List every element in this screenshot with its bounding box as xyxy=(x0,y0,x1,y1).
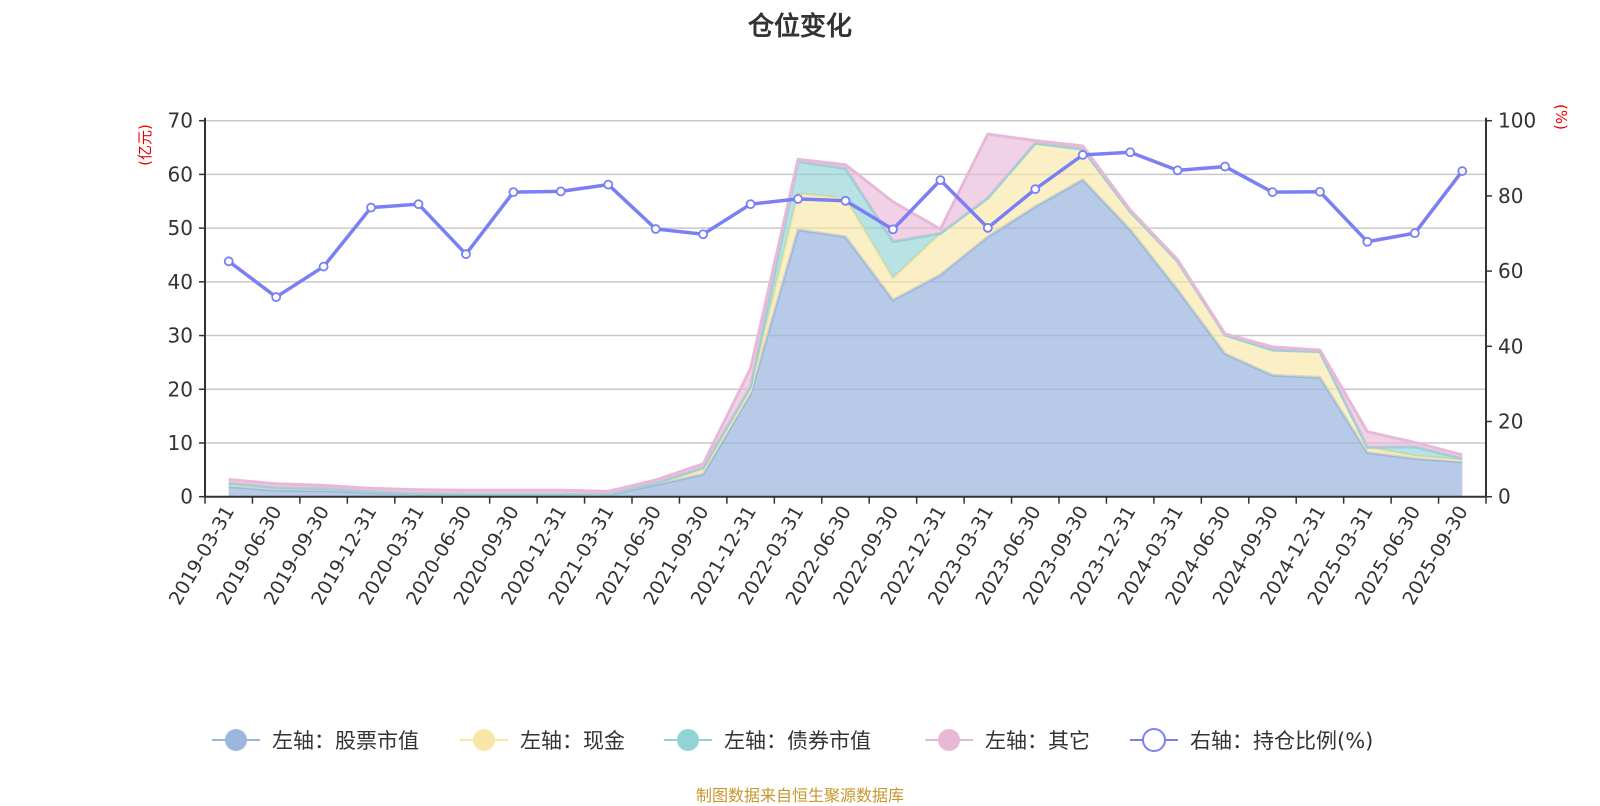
line-point[interactable] xyxy=(650,224,661,234)
line-point[interactable] xyxy=(461,249,471,260)
right-tick-label: 40 xyxy=(1498,334,1523,358)
legend-label: 左轴：现金 xyxy=(520,729,625,753)
legend-label: 左轴：债券市值 xyxy=(724,729,871,753)
line-point[interactable] xyxy=(1125,147,1136,158)
line-point[interactable] xyxy=(223,256,234,267)
line-point[interactable] xyxy=(318,261,329,272)
line-point[interactable] xyxy=(840,195,851,206)
line-point[interactable] xyxy=(603,179,614,190)
left-tick-label: 20 xyxy=(168,377,193,401)
legend-marker-icon xyxy=(938,729,960,751)
left-tick-label: 30 xyxy=(168,324,193,348)
chart-title: 仓位变化 xyxy=(747,11,852,41)
legend-label: 右轴：持仓比例(%) xyxy=(1190,729,1373,753)
legend-label: 左轴：其它 xyxy=(985,729,1090,753)
left-axis-label: (亿元) xyxy=(136,124,154,166)
line-point[interactable] xyxy=(698,229,709,240)
right-tick-label: 0 xyxy=(1498,485,1511,509)
left-tick-label: 60 xyxy=(168,162,193,186)
line-point[interactable] xyxy=(1362,236,1373,247)
area-series-3-edge xyxy=(228,132,1463,493)
line-point[interactable] xyxy=(1077,150,1088,160)
line-point[interactable] xyxy=(366,202,376,213)
legend-item-4[interactable]: 右轴：持仓比例(%) xyxy=(1130,728,1373,753)
line-point[interactable] xyxy=(1315,186,1325,197)
line-point[interactable] xyxy=(1220,161,1230,172)
legend-marker-icon xyxy=(677,729,699,751)
line-point[interactable] xyxy=(555,186,566,197)
legend-item-3[interactable]: 左轴：其它 xyxy=(925,729,1090,753)
left-tick-label: 50 xyxy=(168,216,193,240)
area-series-0 xyxy=(228,179,1463,497)
line-point[interactable] xyxy=(271,292,282,302)
left-tick-label: 10 xyxy=(168,431,193,455)
left-tick-label: 40 xyxy=(168,270,193,294)
line-point[interactable] xyxy=(508,187,519,198)
left-tick-label: 0 xyxy=(180,485,193,509)
legend: 左轴：股票市值 左轴：现金 左轴：债券市值 左轴：其它 右轴：持仓比例(%) xyxy=(212,728,1373,753)
chart: 010203040506070020406080100(亿元)(%)2019-0… xyxy=(136,104,1570,753)
legend-item-2[interactable]: 左轴：债券市值 xyxy=(664,729,871,753)
right-tick-label: 80 xyxy=(1498,184,1523,208)
area-series-1 xyxy=(228,143,1463,496)
legend-label: 左轴：股票市值 xyxy=(272,729,419,753)
line-point[interactable] xyxy=(982,222,993,233)
right-tick-label: 20 xyxy=(1498,410,1523,434)
legend-marker-icon xyxy=(1142,728,1166,752)
right-tick-label: 60 xyxy=(1498,259,1523,283)
legend-marker-icon xyxy=(225,729,247,751)
line-point[interactable] xyxy=(1172,165,1183,176)
legend-marker-icon xyxy=(473,729,495,751)
left-tick-label: 70 xyxy=(168,109,193,133)
line-point[interactable] xyxy=(935,175,946,186)
line-point[interactable] xyxy=(1267,187,1278,198)
footer-source: 制图数据来自恒生聚源数据库 xyxy=(695,788,904,805)
line-point[interactable] xyxy=(1409,228,1420,239)
legend-item-0[interactable]: 左轴：股票市值 xyxy=(212,729,419,753)
line-point[interactable] xyxy=(745,199,756,210)
right-tick-label: 100 xyxy=(1498,109,1536,133)
line-point[interactable] xyxy=(413,199,424,210)
line-point[interactable] xyxy=(793,194,803,204)
line-point[interactable] xyxy=(1030,184,1041,195)
legend-item-1[interactable]: 左轴：现金 xyxy=(460,729,625,753)
line-point[interactable] xyxy=(1457,166,1468,176)
line-point[interactable] xyxy=(888,224,898,235)
right-axis-label: (%) xyxy=(1552,104,1570,130)
